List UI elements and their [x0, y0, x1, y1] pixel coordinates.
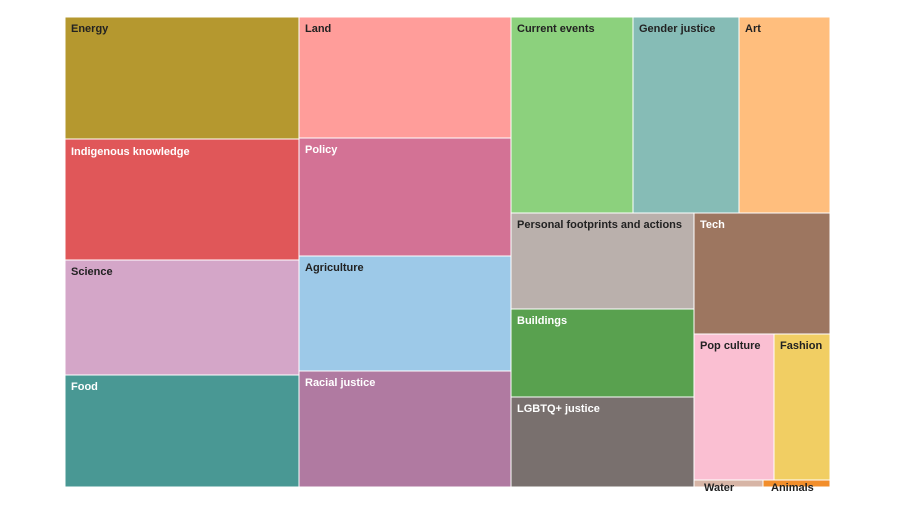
treemap-rect	[632, 16, 740, 214]
treemap-cell-art: Art	[738, 16, 831, 214]
treemap-label: Water	[704, 482, 735, 494]
treemap-cell-fashion: Fashion	[773, 333, 831, 481]
treemap-label: Land	[305, 23, 331, 35]
treemap-rect	[762, 479, 831, 488]
treemap-label: Racial justice	[305, 377, 375, 389]
treemap-rect	[510, 212, 695, 310]
treemap-label: Pop culture	[700, 340, 761, 352]
treemap-cell-science: Science	[64, 259, 300, 376]
treemap-rect	[64, 374, 300, 488]
treemap-label: Current events	[517, 23, 595, 35]
treemap-label: Science	[71, 266, 113, 278]
treemap-label: Animals	[771, 482, 814, 494]
treemap-label: Tech	[700, 219, 725, 231]
treemap-cell-tech: Tech	[693, 212, 831, 335]
treemap-rect	[510, 396, 695, 488]
treemap-label: Gender justice	[639, 23, 715, 35]
treemap-label: Energy	[71, 23, 109, 35]
treemap-rect	[693, 333, 775, 481]
treemap-cell-racial-justice: Racial justice	[298, 370, 512, 488]
treemap-label: Fashion	[780, 340, 822, 352]
treemap-label: Personal footprints and actions	[517, 219, 682, 231]
treemap-rect	[64, 259, 300, 376]
treemap-cell-land: Land	[298, 16, 512, 139]
treemap-label: Indigenous knowledge	[71, 146, 190, 158]
treemap-rect	[64, 16, 300, 140]
treemap-cell-indigenous-knowledge: Indigenous knowledge	[64, 138, 300, 261]
treemap-cell-personal-footprints-and-actions: Personal footprints and actions	[510, 212, 695, 310]
treemap-label: LGBTQ+ justice	[517, 403, 600, 415]
treemap-cell-animals: Animals	[762, 479, 831, 494]
treemap-cell-lgbtq-justice: LGBTQ+ justice	[510, 396, 695, 488]
treemap-rect	[298, 370, 512, 488]
treemap-cell-current-events: Current events	[510, 16, 634, 214]
treemap-cell-food: Food	[64, 374, 300, 488]
treemap-label: Buildings	[517, 315, 567, 327]
treemap-label: Agriculture	[305, 262, 364, 274]
treemap-rect	[738, 16, 831, 214]
treemap-cell-energy: Energy	[64, 16, 300, 140]
treemap-rect	[64, 138, 300, 261]
treemap-rect	[298, 16, 512, 139]
treemap-rect	[510, 16, 634, 214]
treemap-cell-agriculture: Agriculture	[298, 255, 512, 372]
treemap-cell-policy: Policy	[298, 137, 512, 257]
treemap-label: Art	[745, 23, 761, 35]
treemap-rect	[773, 333, 831, 481]
treemap-cell-water: Water	[693, 479, 764, 494]
treemap-cell-gender-justice: Gender justice	[632, 16, 740, 214]
treemap-cell-pop-culture: Pop culture	[693, 333, 775, 481]
treemap-rect	[298, 137, 512, 257]
treemap-cell-buildings: Buildings	[510, 308, 695, 398]
treemap-rect	[298, 255, 512, 372]
treemap-label: Food	[71, 381, 98, 393]
treemap-rect	[693, 212, 831, 335]
treemap-label: Policy	[305, 144, 338, 156]
